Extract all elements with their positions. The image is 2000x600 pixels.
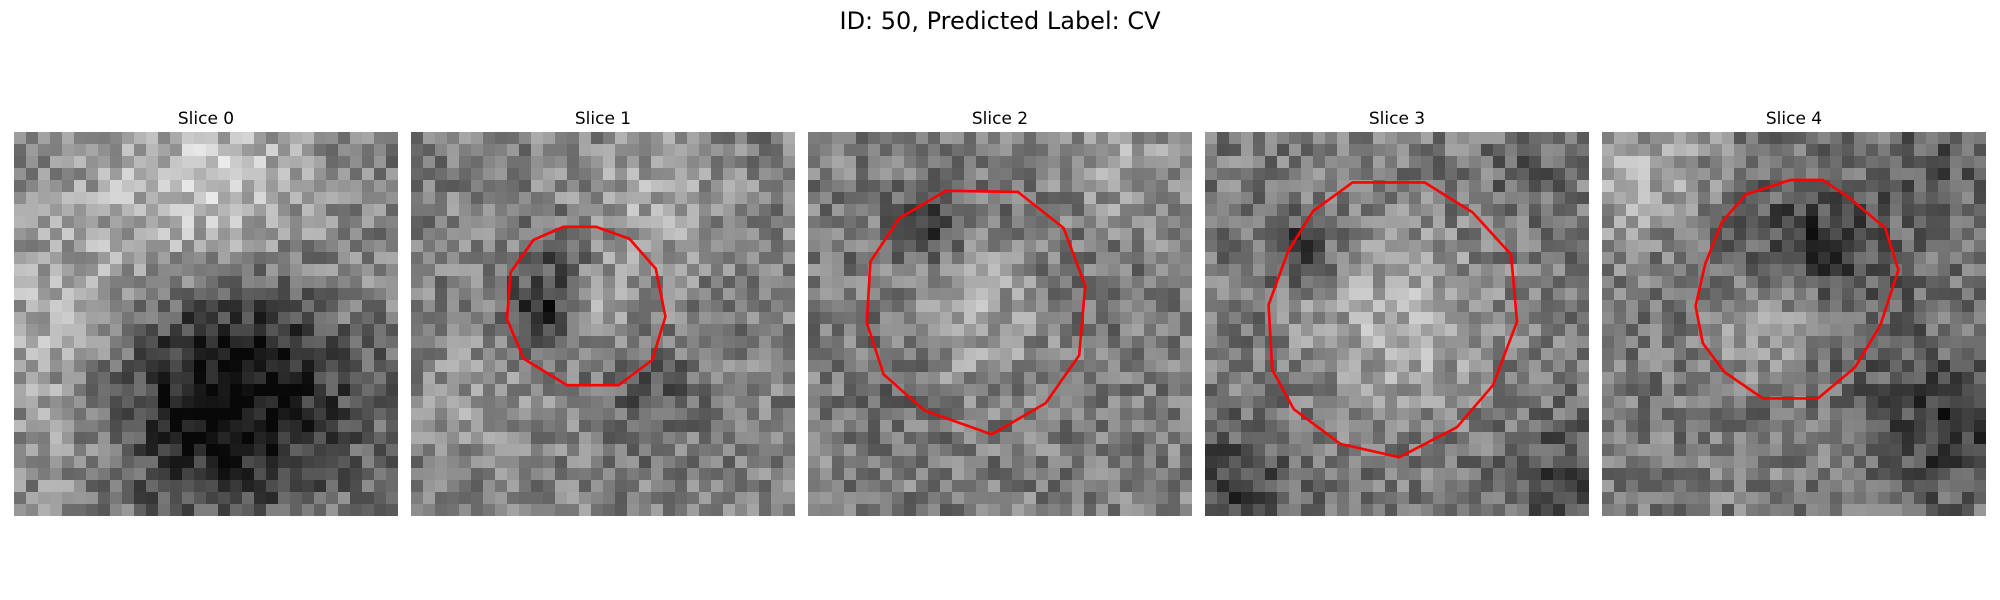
slice-pixels [1602,132,1986,516]
slice-title: Slice 0 [177,109,235,129]
segmentation-contour [865,189,1087,436]
slice-pixels [808,132,1192,516]
slice-image-2 [808,132,1192,516]
slice-contour [505,225,667,387]
slice-contour [14,132,398,516]
slice-image-4 [1602,132,1986,516]
slice-title: Slice 3 [1368,109,1426,129]
slice-image-0 [14,132,398,516]
slice-pixels [411,132,795,516]
slice-image-3 [1205,132,1589,516]
segmentation-contour [505,225,667,387]
segmentation-contour [1694,178,1900,400]
slice-contour [865,189,1087,436]
slice-image-1 [411,132,795,516]
slice-contour [1267,181,1519,459]
slice-title: Slice 1 [574,109,632,129]
slice-pixels [14,132,398,516]
slice-title: Slice 4 [1765,109,1823,129]
slice-panel-0: Slice 0 [14,107,398,516]
figure-title: ID: 50, Predicted Label: CV [839,7,1161,35]
slice-contour [1694,178,1900,400]
segmentation-contour [1267,181,1519,459]
slice-panel-3: Slice 3 [1205,107,1589,516]
slice-panel-2: Slice 2 [808,107,1192,516]
slice-title: Slice 2 [971,109,1029,129]
slice-pixels [1205,132,1589,516]
slice-panel-4: Slice 4 [1602,107,1986,516]
slice-panel-1: Slice 1 [411,107,795,516]
